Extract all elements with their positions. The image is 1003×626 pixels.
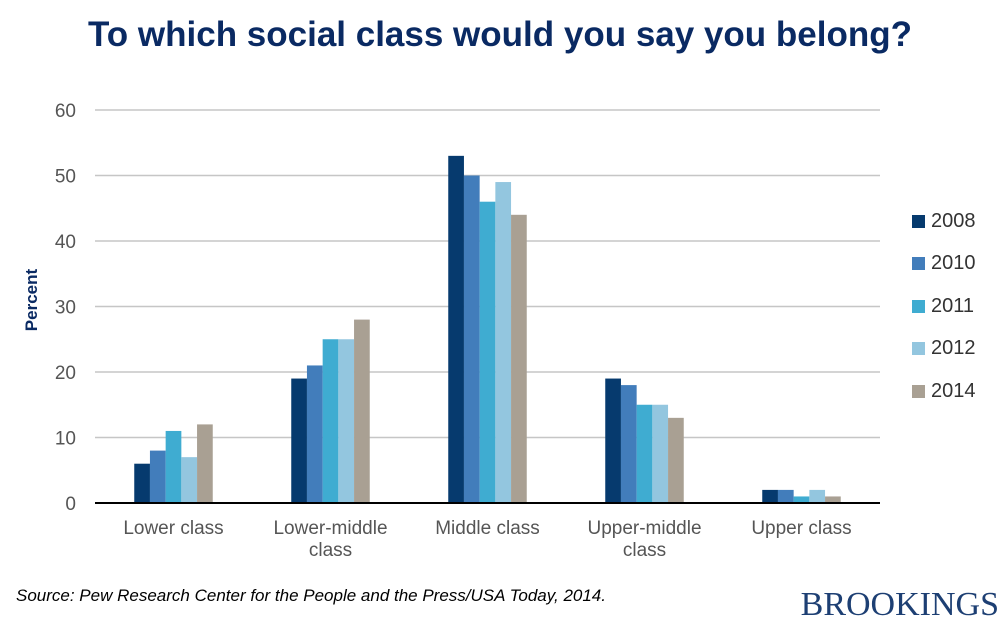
x-tick-label: Upper class — [751, 518, 851, 539]
bar-2011 — [165, 430, 182, 503]
bar-2014 — [511, 214, 527, 504]
y-tick-label: 50 — [55, 167, 76, 188]
legend-swatch — [912, 384, 925, 398]
y-tick-label: 60 — [55, 101, 76, 122]
legend-label: 2010 — [931, 252, 976, 275]
bar-2014 — [354, 319, 370, 503]
bar-2012 — [338, 339, 355, 503]
legend-swatch — [912, 342, 925, 356]
bar-2012 — [495, 182, 512, 504]
legend-item: 2011 — [912, 285, 976, 328]
y-tick-label: 40 — [55, 232, 76, 253]
bar-2010 — [306, 365, 323, 503]
source-note: Source: Pew Research Center for the Peop… — [16, 586, 606, 605]
bar-2008 — [291, 378, 307, 503]
bar-2014 — [197, 424, 213, 503]
bar-2011 — [479, 201, 496, 503]
legend-item: 2008 — [912, 200, 976, 243]
legend-label: 2014 — [931, 379, 976, 402]
legend-item: 2012 — [912, 328, 976, 371]
bar-2008 — [762, 489, 778, 503]
bar-2010 — [463, 175, 480, 503]
y-tick-label: 0 — [65, 494, 76, 515]
x-tick-label: Upper-middle class — [587, 518, 701, 561]
legend-item: 2010 — [912, 243, 976, 286]
bar-2014 — [825, 496, 841, 503]
legend-label: 2012 — [931, 337, 976, 360]
y-tick-label: 20 — [55, 363, 76, 384]
legend-item: 2014 — [912, 370, 976, 413]
x-tick-label: Lower-middle class — [273, 518, 387, 561]
bar-2011 — [636, 404, 653, 503]
legend-swatch — [912, 299, 925, 313]
y-tick-label: 10 — [55, 429, 76, 450]
legend: 2008 2010 2011 2012 2014 — [912, 200, 976, 413]
bar-2012 — [652, 404, 669, 503]
bar-2012 — [181, 457, 198, 503]
legend-swatch — [912, 257, 925, 271]
bar-2014 — [668, 417, 684, 503]
x-tick-label: Lower class — [123, 518, 223, 539]
legend-swatch — [912, 214, 925, 228]
bar-2008 — [448, 155, 464, 503]
legend-label: 2011 — [931, 294, 975, 317]
chart-title: To which social class would you say you … — [88, 15, 912, 54]
bar-2008 — [605, 378, 621, 503]
bar-2011 — [793, 496, 810, 503]
brookings-logo: BROOKINGS — [800, 586, 999, 623]
x-tick-label: Middle class — [435, 518, 540, 539]
bar-2010 — [777, 489, 794, 503]
bar-2008 — [134, 463, 150, 503]
bar-2010 — [149, 450, 166, 503]
bar-2012 — [809, 489, 826, 503]
bar-2010 — [620, 385, 637, 503]
bar-2011 — [322, 339, 339, 503]
y-tick-label: 30 — [55, 298, 76, 319]
legend-label: 2008 — [931, 209, 976, 232]
